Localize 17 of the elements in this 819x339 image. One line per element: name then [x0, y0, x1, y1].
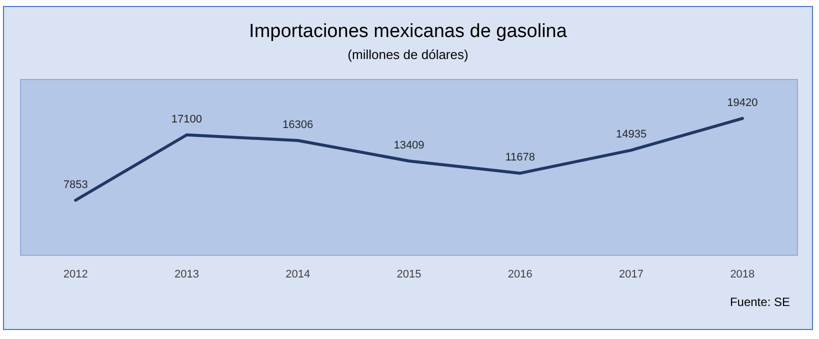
x-tick-label: 2016	[508, 268, 532, 280]
chart-subtitle: (millones de dólares)	[346, 47, 470, 62]
data-label: 19420	[727, 96, 758, 109]
source-note: Fuente: SE	[730, 295, 790, 309]
x-tick-label: 2018	[730, 268, 755, 280]
data-label: 14935	[616, 128, 647, 141]
data-label: 17100	[171, 113, 202, 126]
data-label: 11678	[505, 152, 536, 164]
chart-title: Importaciones mexicanas de gasolina	[248, 21, 568, 43]
x-tick-label: 2017	[619, 268, 644, 280]
x-tick-label: 2012	[63, 268, 88, 280]
x-tick-label: 2015	[396, 268, 422, 280]
data-label: 16306	[282, 119, 314, 132]
x-tick-label: 2014	[286, 268, 310, 280]
data-label: 7853	[63, 178, 88, 191]
x-tick-label: 2013	[174, 268, 199, 280]
data-label: 13409	[394, 140, 424, 152]
